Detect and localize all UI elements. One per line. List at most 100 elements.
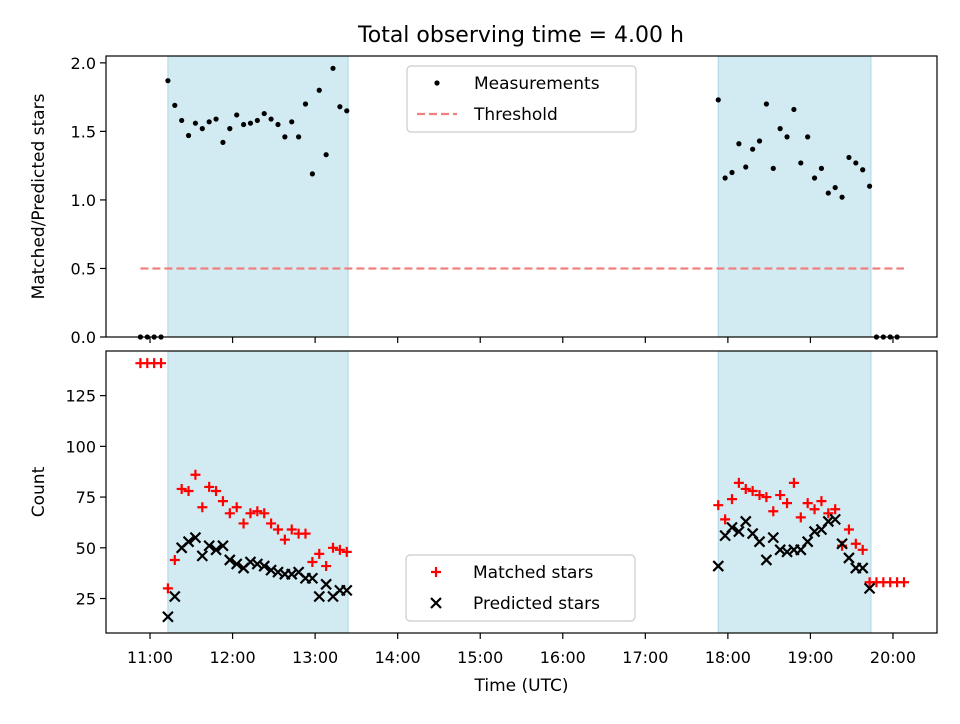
matched-star-point — [197, 502, 208, 513]
predicted-star-point — [285, 568, 298, 580]
measurement-point — [715, 97, 721, 103]
bottom-y-tick-label: 75 — [76, 488, 96, 507]
measurement-point — [839, 194, 845, 200]
measurement-point — [192, 120, 199, 126]
measurement-point — [770, 165, 776, 171]
measurement-point — [316, 87, 322, 93]
matched-star-point — [231, 502, 242, 513]
measurement-point — [846, 154, 852, 161]
measurement-point — [302, 101, 309, 107]
measurement-point — [227, 126, 233, 132]
matched-star-point — [341, 546, 352, 557]
x-axis-label: Time (UTC) — [474, 676, 569, 696]
matched-star-point — [245, 508, 256, 519]
measurement-point — [220, 139, 226, 145]
matched-star-point — [843, 524, 854, 535]
matched-star-point — [775, 490, 786, 501]
measurement-point — [722, 175, 728, 181]
top-shaded-interval-1 — [167, 55, 349, 338]
bottom-x-tick-label: 13:00 — [292, 648, 338, 667]
matched-star-point — [190, 469, 201, 480]
matched-star-point — [252, 506, 263, 517]
measurement-point — [763, 101, 769, 107]
top-y-tick-label: 1.5 — [71, 122, 96, 141]
matched-star-point — [761, 492, 772, 503]
top-axes-frame — [105, 55, 938, 338]
matched-star-point — [754, 490, 765, 501]
matched-star-point — [328, 542, 339, 553]
bottom-y-axis-label: Count — [29, 466, 49, 517]
matched-star-point — [272, 524, 283, 535]
matched-star-point — [809, 504, 820, 515]
predicted-star-point — [739, 515, 752, 528]
measurement-point — [805, 134, 811, 140]
predicted-star-point — [320, 578, 332, 591]
predicted-star-point — [863, 582, 876, 595]
predicted-star-point — [774, 544, 786, 556]
top-y-tick-label: 0.0 — [71, 328, 96, 347]
legend-label: Predicted stars — [473, 594, 600, 614]
predicted-star-point — [808, 525, 821, 538]
legend-marker-matched — [431, 567, 441, 577]
matched-star-point — [238, 518, 249, 529]
predicted-star-point — [767, 531, 780, 544]
legend-marker-measurements — [434, 80, 440, 86]
matched-star-point — [747, 485, 758, 496]
measurement-point — [165, 78, 171, 84]
measurement-point — [179, 117, 185, 124]
matched-star-point — [850, 538, 861, 549]
bottom-series-predicted-stars — [162, 513, 876, 623]
predicted-star-point — [856, 562, 869, 574]
top-y-tick-label: 2.0 — [71, 54, 96, 73]
measurement-point — [234, 112, 240, 118]
predicted-star-point — [265, 564, 277, 576]
bottom-y-tick-label: 125 — [65, 387, 96, 406]
measurement-point — [818, 165, 825, 171]
matched-star-point — [733, 477, 744, 488]
predicted-star-point — [306, 572, 319, 585]
chart-title: Total observing time = 4.00 h — [357, 23, 684, 48]
predicted-star-point — [829, 513, 841, 526]
predicted-star-point — [162, 610, 174, 623]
measurement-point — [832, 184, 838, 191]
predicted-star-point — [313, 590, 326, 603]
measurement-point — [213, 116, 219, 122]
bottom-x-tick-label: 18:00 — [705, 648, 751, 667]
measurement-point — [784, 134, 790, 140]
measurement-point — [289, 119, 295, 125]
matched-star-point — [795, 512, 806, 523]
measurement-point — [330, 65, 336, 71]
matched-star-point — [300, 528, 311, 539]
predicted-star-point — [781, 546, 793, 558]
matched-star-point — [720, 514, 731, 525]
measurement-point — [296, 134, 302, 140]
predicted-star-point — [217, 539, 229, 552]
matched-star-point — [823, 508, 834, 519]
matched-star-point — [224, 508, 235, 519]
matched-star-point — [183, 485, 194, 496]
predicted-star-point — [210, 544, 222, 556]
matched-star-point — [898, 577, 909, 588]
measurement-point — [743, 164, 749, 170]
matched-star-point — [768, 506, 779, 517]
bottom-x-tick-label: 14:00 — [375, 648, 421, 667]
predicted-star-point — [843, 552, 855, 564]
predicted-star-point — [712, 560, 725, 572]
matched-star-point — [314, 548, 325, 559]
measurement-point — [798, 160, 804, 166]
predicted-star-point — [272, 566, 284, 578]
top-legend: Measurements Threshold — [406, 65, 637, 133]
matched-star-point — [217, 496, 228, 507]
predicted-star-point — [230, 558, 243, 570]
predicted-star-point — [340, 584, 353, 597]
measurement-point — [206, 119, 212, 125]
legend-marker-predicted — [430, 597, 442, 609]
predicted-star-point — [836, 537, 848, 550]
matched-star-point — [286, 524, 297, 535]
measurement-point — [261, 110, 267, 117]
bottom-x-tick-label: 19:00 — [787, 648, 833, 667]
bottom-y-tick-label: 100 — [65, 437, 96, 456]
bottom-x-tick-label: 15:00 — [457, 648, 503, 667]
